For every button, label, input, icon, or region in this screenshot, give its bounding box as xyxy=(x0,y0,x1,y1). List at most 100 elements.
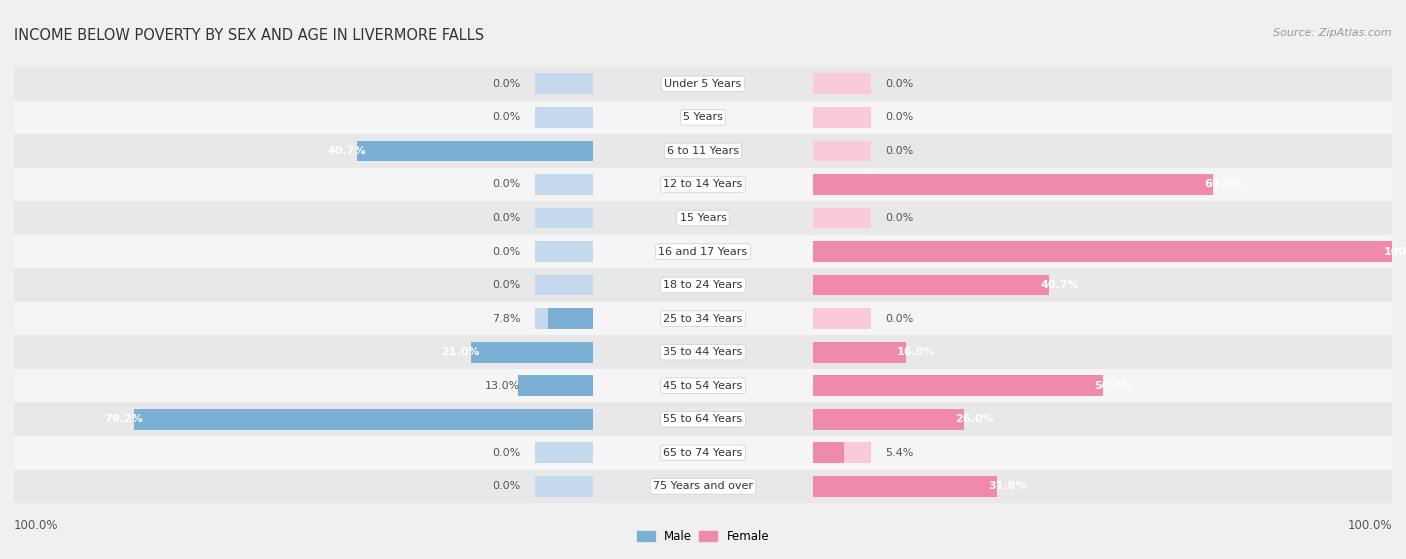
Bar xyxy=(517,375,593,396)
Bar xyxy=(813,107,872,128)
Text: 13.0%: 13.0% xyxy=(485,381,520,391)
Text: 0.0%: 0.0% xyxy=(492,448,520,458)
Bar xyxy=(534,241,593,262)
Text: 18 to 24 Years: 18 to 24 Years xyxy=(664,280,742,290)
Text: 0.0%: 0.0% xyxy=(492,213,520,223)
Text: Under 5 Years: Under 5 Years xyxy=(665,79,741,89)
Bar xyxy=(534,207,593,229)
Bar xyxy=(813,274,1049,296)
Text: 0.0%: 0.0% xyxy=(886,112,914,122)
Bar xyxy=(813,409,963,430)
Text: 31.8%: 31.8% xyxy=(988,481,1026,491)
Bar xyxy=(593,369,813,402)
Bar xyxy=(593,235,813,268)
Bar xyxy=(813,168,1392,201)
Bar xyxy=(813,140,872,162)
Text: 16 and 17 Years: 16 and 17 Years xyxy=(658,247,748,257)
Bar xyxy=(813,134,1392,168)
Text: 55 to 64 Years: 55 to 64 Years xyxy=(664,414,742,424)
Bar xyxy=(14,201,593,235)
Text: 45 to 54 Years: 45 to 54 Years xyxy=(664,381,742,391)
Bar xyxy=(813,241,1392,262)
Bar xyxy=(593,436,813,470)
Bar xyxy=(14,67,593,101)
Text: 25 to 34 Years: 25 to 34 Years xyxy=(664,314,742,324)
Bar xyxy=(813,442,872,463)
Text: 0.0%: 0.0% xyxy=(886,79,914,89)
Text: 75 Years and over: 75 Years and over xyxy=(652,481,754,491)
Text: 79.2%: 79.2% xyxy=(104,414,143,424)
Bar xyxy=(534,308,593,329)
Bar xyxy=(813,201,1392,235)
Legend: Male, Female: Male, Female xyxy=(633,525,773,547)
Text: 100.0%: 100.0% xyxy=(14,519,59,532)
Bar xyxy=(813,375,1102,396)
Bar xyxy=(14,369,593,402)
Bar xyxy=(534,274,593,296)
Text: 0.0%: 0.0% xyxy=(886,146,914,156)
Bar xyxy=(14,235,593,268)
Bar xyxy=(534,476,593,497)
Bar xyxy=(593,67,813,101)
Text: 0.0%: 0.0% xyxy=(492,112,520,122)
Text: 35 to 44 Years: 35 to 44 Years xyxy=(664,347,742,357)
Text: 100.0%: 100.0% xyxy=(1384,247,1406,257)
Bar xyxy=(357,140,593,162)
Bar xyxy=(593,134,813,168)
Text: 65 to 74 Years: 65 to 74 Years xyxy=(664,448,742,458)
Bar xyxy=(813,476,997,497)
Bar xyxy=(813,342,905,363)
Text: 12 to 14 Years: 12 to 14 Years xyxy=(664,179,742,190)
Bar xyxy=(813,342,905,363)
Bar xyxy=(813,174,1212,195)
Text: 0.0%: 0.0% xyxy=(492,247,520,257)
Bar xyxy=(813,375,1102,396)
Text: 0.0%: 0.0% xyxy=(886,314,914,324)
Text: 40.7%: 40.7% xyxy=(328,146,366,156)
Bar xyxy=(534,73,593,94)
Text: Source: ZipAtlas.com: Source: ZipAtlas.com xyxy=(1274,28,1392,38)
Bar xyxy=(813,101,1392,134)
Text: 100.0%: 100.0% xyxy=(1347,519,1392,532)
Bar xyxy=(593,168,813,201)
Bar xyxy=(534,442,593,463)
Bar xyxy=(813,235,1392,268)
Bar xyxy=(593,101,813,134)
Text: 0.0%: 0.0% xyxy=(492,179,520,190)
Text: INCOME BELOW POVERTY BY SEX AND AGE IN LIVERMORE FALLS: INCOME BELOW POVERTY BY SEX AND AGE IN L… xyxy=(14,28,484,43)
Bar xyxy=(813,174,1212,195)
Bar xyxy=(593,402,813,436)
Text: 21.0%: 21.0% xyxy=(441,347,479,357)
Bar xyxy=(813,241,1392,262)
Bar xyxy=(813,268,1392,302)
Bar xyxy=(14,268,593,302)
Bar xyxy=(517,375,593,396)
Bar xyxy=(593,302,813,335)
Bar xyxy=(813,67,1392,101)
Bar xyxy=(813,302,1392,335)
Text: 69.0%: 69.0% xyxy=(1204,179,1243,190)
Bar xyxy=(813,369,1392,402)
Bar xyxy=(813,335,1392,369)
Bar xyxy=(14,302,593,335)
Bar xyxy=(14,470,593,503)
Bar xyxy=(813,409,963,430)
Bar xyxy=(534,107,593,128)
Text: 0.0%: 0.0% xyxy=(492,79,520,89)
Bar xyxy=(813,207,872,229)
Text: 5.4%: 5.4% xyxy=(886,448,914,458)
Bar xyxy=(14,168,593,201)
Bar xyxy=(813,308,872,329)
Text: 7.8%: 7.8% xyxy=(492,314,520,324)
Bar xyxy=(14,402,593,436)
Text: 16.0%: 16.0% xyxy=(897,347,936,357)
Bar xyxy=(14,101,593,134)
Bar xyxy=(593,268,813,302)
Bar xyxy=(813,274,1049,296)
Text: 26.0%: 26.0% xyxy=(955,414,994,424)
Bar xyxy=(14,335,593,369)
Bar xyxy=(813,476,997,497)
Bar xyxy=(471,342,593,363)
Bar xyxy=(813,470,1392,503)
Text: 0.0%: 0.0% xyxy=(492,280,520,290)
